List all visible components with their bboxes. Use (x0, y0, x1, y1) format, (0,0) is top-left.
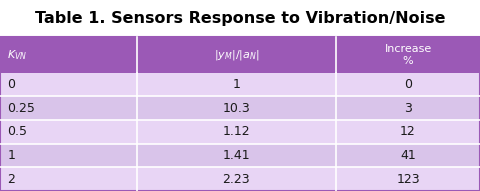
Bar (0, 144, 137, 167)
Text: 1.12: 1.12 (223, 125, 250, 138)
Text: 1: 1 (7, 149, 15, 162)
Bar (137, 96, 336, 120)
Text: 1: 1 (232, 78, 240, 91)
Bar (0, 37, 137, 73)
Bar (336, 73, 480, 96)
Text: 3: 3 (404, 102, 412, 115)
Bar (137, 37, 336, 73)
Bar (0, 73, 137, 96)
Text: 0.25: 0.25 (7, 102, 35, 115)
Text: 0.5: 0.5 (7, 125, 27, 138)
Bar (336, 37, 480, 73)
Text: $\mathit{K}_{VN}$: $\mathit{K}_{VN}$ (7, 48, 27, 62)
Bar (336, 120, 480, 144)
Text: 12: 12 (400, 125, 416, 138)
Text: Increase
%: Increase % (384, 44, 432, 66)
Bar (137, 120, 336, 144)
Bar (137, 167, 336, 191)
Text: Table 1. Sensors Response to Vibration/Noise: Table 1. Sensors Response to Vibration/N… (35, 11, 445, 26)
Bar (336, 167, 480, 191)
Bar (137, 144, 336, 167)
Bar (0, 96, 137, 120)
Text: 123: 123 (396, 173, 420, 186)
Text: 2: 2 (7, 173, 15, 186)
Text: 0: 0 (7, 78, 15, 91)
Bar (0, 167, 137, 191)
Text: 1.41: 1.41 (223, 149, 250, 162)
Bar (137, 73, 336, 96)
Bar (336, 144, 480, 167)
Text: 41: 41 (400, 149, 416, 162)
Bar (0, 120, 137, 144)
Text: $\mathit{|y_M|/|a_N|}$: $\mathit{|y_M|/|a_N|}$ (214, 48, 259, 62)
Text: 0: 0 (404, 78, 412, 91)
Bar (336, 96, 480, 120)
Text: 10.3: 10.3 (223, 102, 250, 115)
Bar (0, 37, 480, 191)
Text: 2.23: 2.23 (223, 173, 250, 186)
